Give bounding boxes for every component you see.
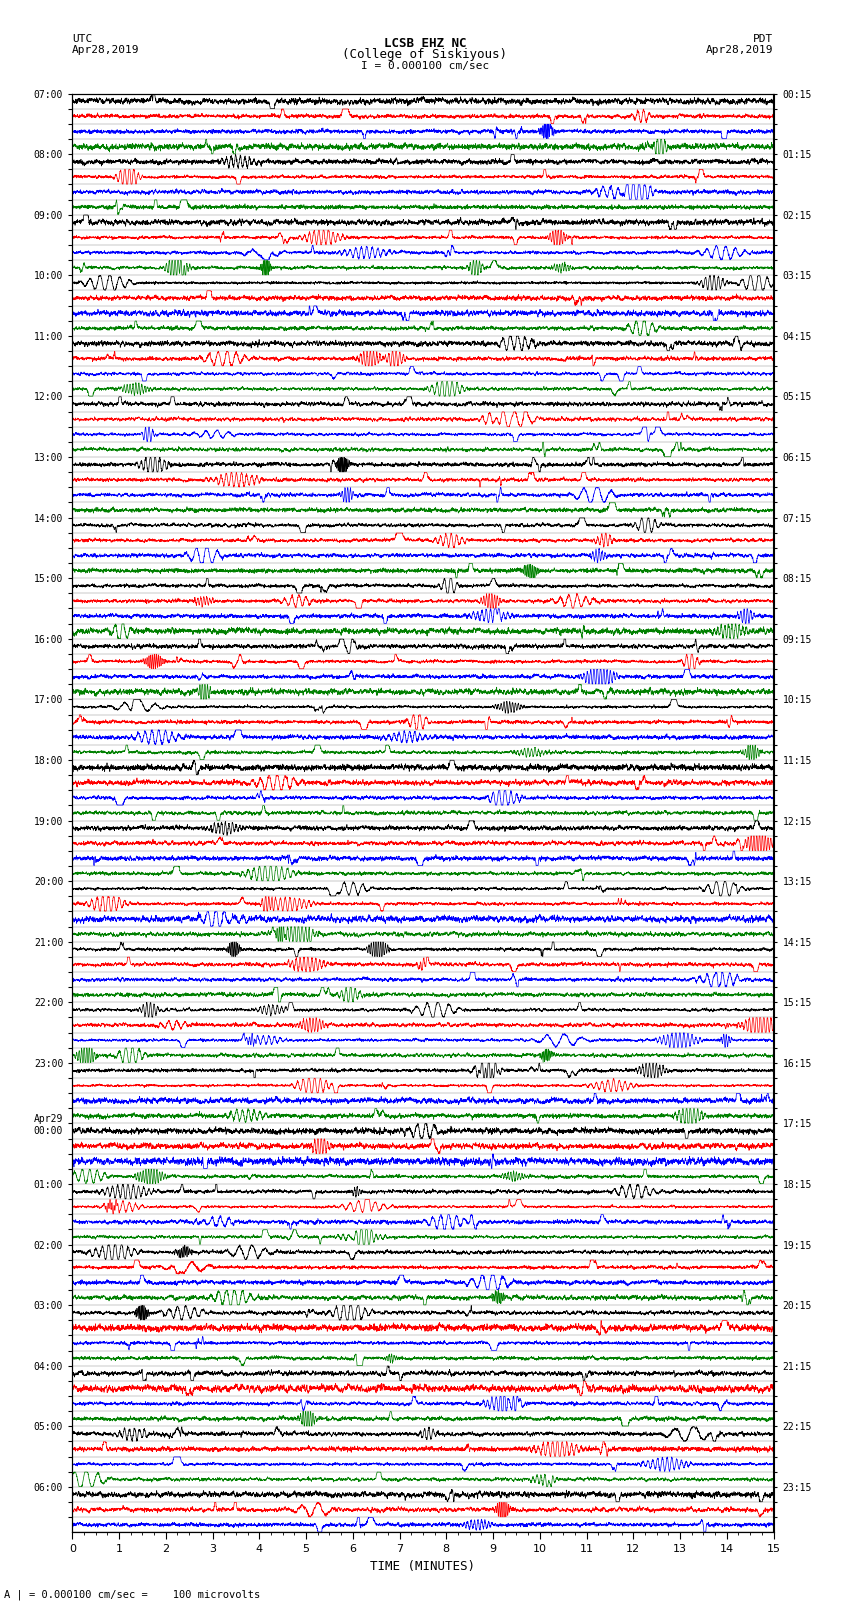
Text: Apr28,2019: Apr28,2019 [706, 45, 774, 55]
Text: I = 0.000100 cm/sec: I = 0.000100 cm/sec [361, 61, 489, 71]
Text: (College of Siskiyous): (College of Siskiyous) [343, 48, 507, 61]
Text: A | = 0.000100 cm/sec =    100 microvolts: A | = 0.000100 cm/sec = 100 microvolts [4, 1589, 260, 1600]
Text: PDT: PDT [753, 34, 774, 44]
Text: Apr28,2019: Apr28,2019 [72, 45, 139, 55]
Text: LCSB EHZ NC: LCSB EHZ NC [383, 37, 467, 50]
Text: UTC: UTC [72, 34, 93, 44]
X-axis label: TIME (MINUTES): TIME (MINUTES) [371, 1560, 475, 1573]
